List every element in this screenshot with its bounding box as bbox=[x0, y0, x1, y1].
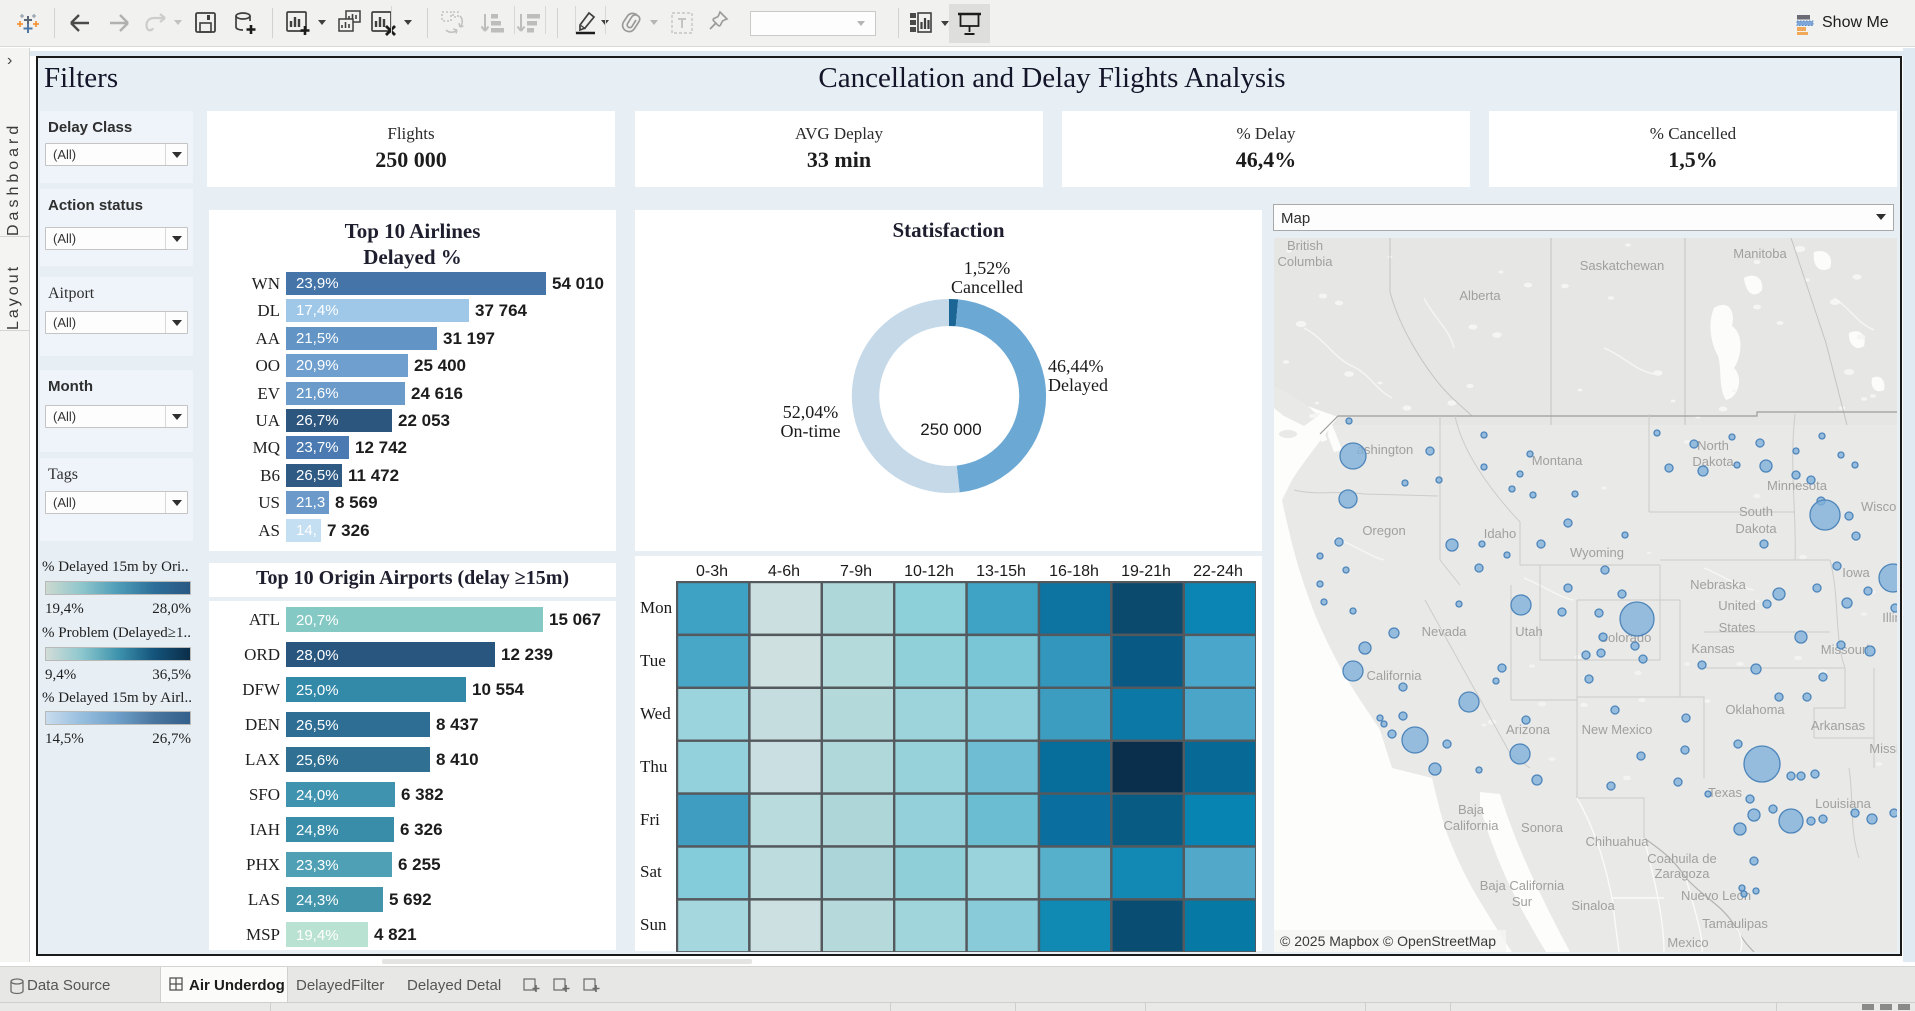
svg-text:Zaragoza: Zaragoza bbox=[1655, 866, 1711, 881]
svg-text:Arkansas: Arkansas bbox=[1811, 718, 1866, 733]
svg-text:Wyoming: Wyoming bbox=[1570, 545, 1624, 560]
svg-text:California: California bbox=[1367, 668, 1423, 683]
svg-text:Illin: Illin bbox=[1882, 610, 1897, 625]
svg-text:Tamaulipas: Tamaulipas bbox=[1702, 916, 1768, 931]
svg-text:Coahuila de: Coahuila de bbox=[1647, 851, 1716, 866]
svg-text:Sonora: Sonora bbox=[1521, 820, 1564, 835]
svg-text:Nevada: Nevada bbox=[1422, 624, 1468, 639]
svg-text:Mississi: Mississi bbox=[1869, 741, 1897, 756]
svg-text:South: South bbox=[1739, 504, 1773, 519]
svg-text:© 2025 Mapbox © OpenStreetMap: © 2025 Mapbox © OpenStreetMap bbox=[1280, 933, 1496, 949]
svg-text:Alberta: Alberta bbox=[1459, 288, 1501, 303]
svg-text:Texas: Texas bbox=[1708, 785, 1742, 800]
svg-text:Minnesota: Minnesota bbox=[1767, 478, 1828, 493]
svg-text:Wisconsi: Wisconsi bbox=[1861, 499, 1897, 514]
svg-text:Dakota: Dakota bbox=[1692, 454, 1734, 469]
svg-text:California: California bbox=[1444, 818, 1500, 833]
svg-text:Columbia: Columbia bbox=[1278, 254, 1334, 269]
svg-text:Kansas: Kansas bbox=[1691, 641, 1735, 656]
svg-text:Baja: Baja bbox=[1458, 802, 1485, 817]
svg-text:Sur: Sur bbox=[1512, 894, 1533, 909]
svg-text:ashington: ashington bbox=[1357, 442, 1413, 457]
svg-text:Nuevo León: Nuevo León bbox=[1681, 888, 1751, 903]
svg-text:Baja California: Baja California bbox=[1480, 878, 1565, 893]
svg-text:States: States bbox=[1719, 620, 1756, 635]
svg-text:Chihuahua: Chihuahua bbox=[1586, 834, 1650, 849]
svg-text:Louisiana: Louisiana bbox=[1815, 796, 1871, 811]
svg-text:Idaho: Idaho bbox=[1484, 526, 1517, 541]
svg-text:Oklahoma: Oklahoma bbox=[1725, 702, 1785, 717]
svg-text:Nebraska: Nebraska bbox=[1690, 577, 1746, 592]
svg-text:Iowa: Iowa bbox=[1842, 565, 1870, 580]
svg-text:Mexico: Mexico bbox=[1667, 935, 1708, 950]
svg-text:Dakota: Dakota bbox=[1735, 521, 1777, 536]
svg-text:Arizona: Arizona bbox=[1506, 722, 1551, 737]
svg-text:Montana: Montana bbox=[1532, 453, 1583, 468]
svg-text:Missouri: Missouri bbox=[1821, 642, 1870, 657]
svg-text:Manitoba: Manitoba bbox=[1733, 246, 1787, 261]
svg-text:Oregon: Oregon bbox=[1362, 523, 1405, 538]
svg-text:Sinaloa: Sinaloa bbox=[1571, 898, 1615, 913]
svg-text:North: North bbox=[1697, 438, 1729, 453]
svg-text:British: British bbox=[1287, 238, 1323, 253]
svg-text:United: United bbox=[1718, 598, 1756, 613]
svg-text:Saskatchewan: Saskatchewan bbox=[1580, 258, 1665, 273]
svg-text:Utah: Utah bbox=[1515, 624, 1542, 639]
svg-text:New Mexico: New Mexico bbox=[1582, 722, 1653, 737]
